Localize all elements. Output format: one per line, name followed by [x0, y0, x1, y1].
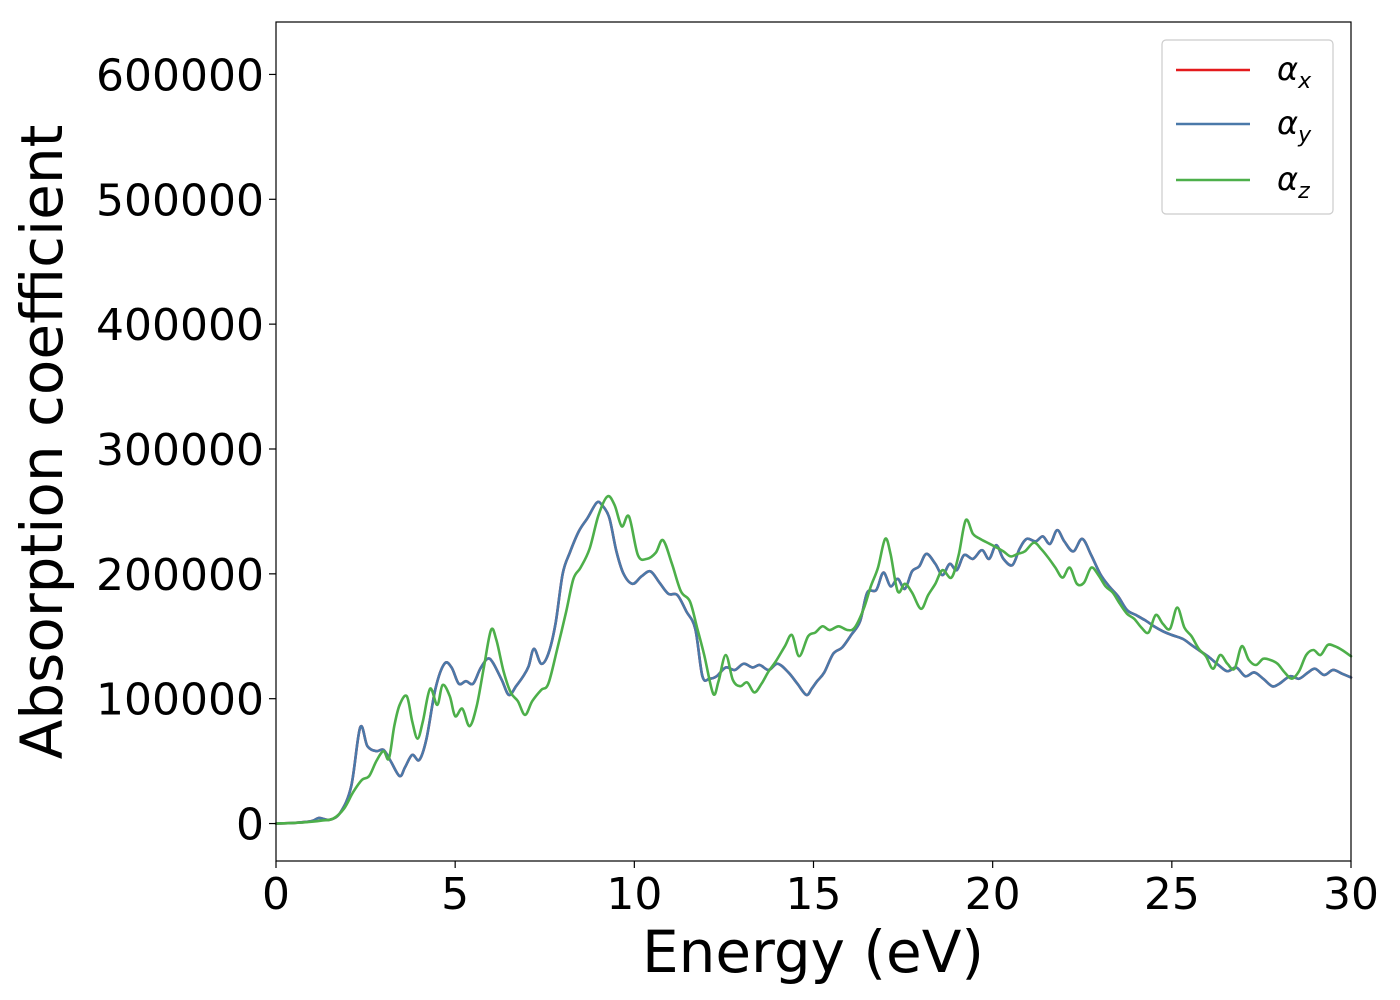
y-tick-label: 100000: [96, 675, 264, 726]
legend-items: αx αy αz: [1176, 50, 1312, 204]
x-tick-label: 0: [262, 869, 290, 920]
y-tick-label: 400000: [96, 300, 264, 351]
y-tick-label: 600000: [96, 50, 264, 101]
legend-label-y: αy: [1277, 104, 1312, 148]
series-line-x: [274, 500, 1353, 825]
x-axis-title: Energy (eV): [642, 918, 984, 986]
legend-box: [1161, 39, 1334, 215]
x-tick-label: 10: [606, 869, 662, 920]
x-axis: 0 5 10 15 20 25 30: [262, 861, 1379, 920]
legend: αx αy αz: [1161, 39, 1334, 215]
y-tick-label: 200000: [96, 550, 264, 601]
legend-label-z: αz: [1277, 160, 1310, 204]
x-tick-label: 5: [441, 869, 469, 920]
x-tick-label: 20: [965, 869, 1021, 920]
x-tick-label: 25: [1144, 869, 1200, 920]
y-tick-label: 300000: [96, 425, 264, 476]
y-tick-label: 500000: [96, 175, 264, 226]
x-tick-label: 15: [786, 869, 842, 920]
y-axis: 0 100000 200000 300000 400000 500000 600000: [96, 50, 276, 851]
x-tick-label: 30: [1323, 869, 1379, 920]
y-axis-title: Absorption coefficient: [8, 125, 76, 760]
series-line-y: [274, 500, 1353, 825]
y-tick-label: 0: [236, 800, 264, 851]
series-layer: [274, 494, 1353, 825]
series-line-z: [274, 494, 1353, 825]
legend-label-x: αx: [1277, 50, 1312, 94]
